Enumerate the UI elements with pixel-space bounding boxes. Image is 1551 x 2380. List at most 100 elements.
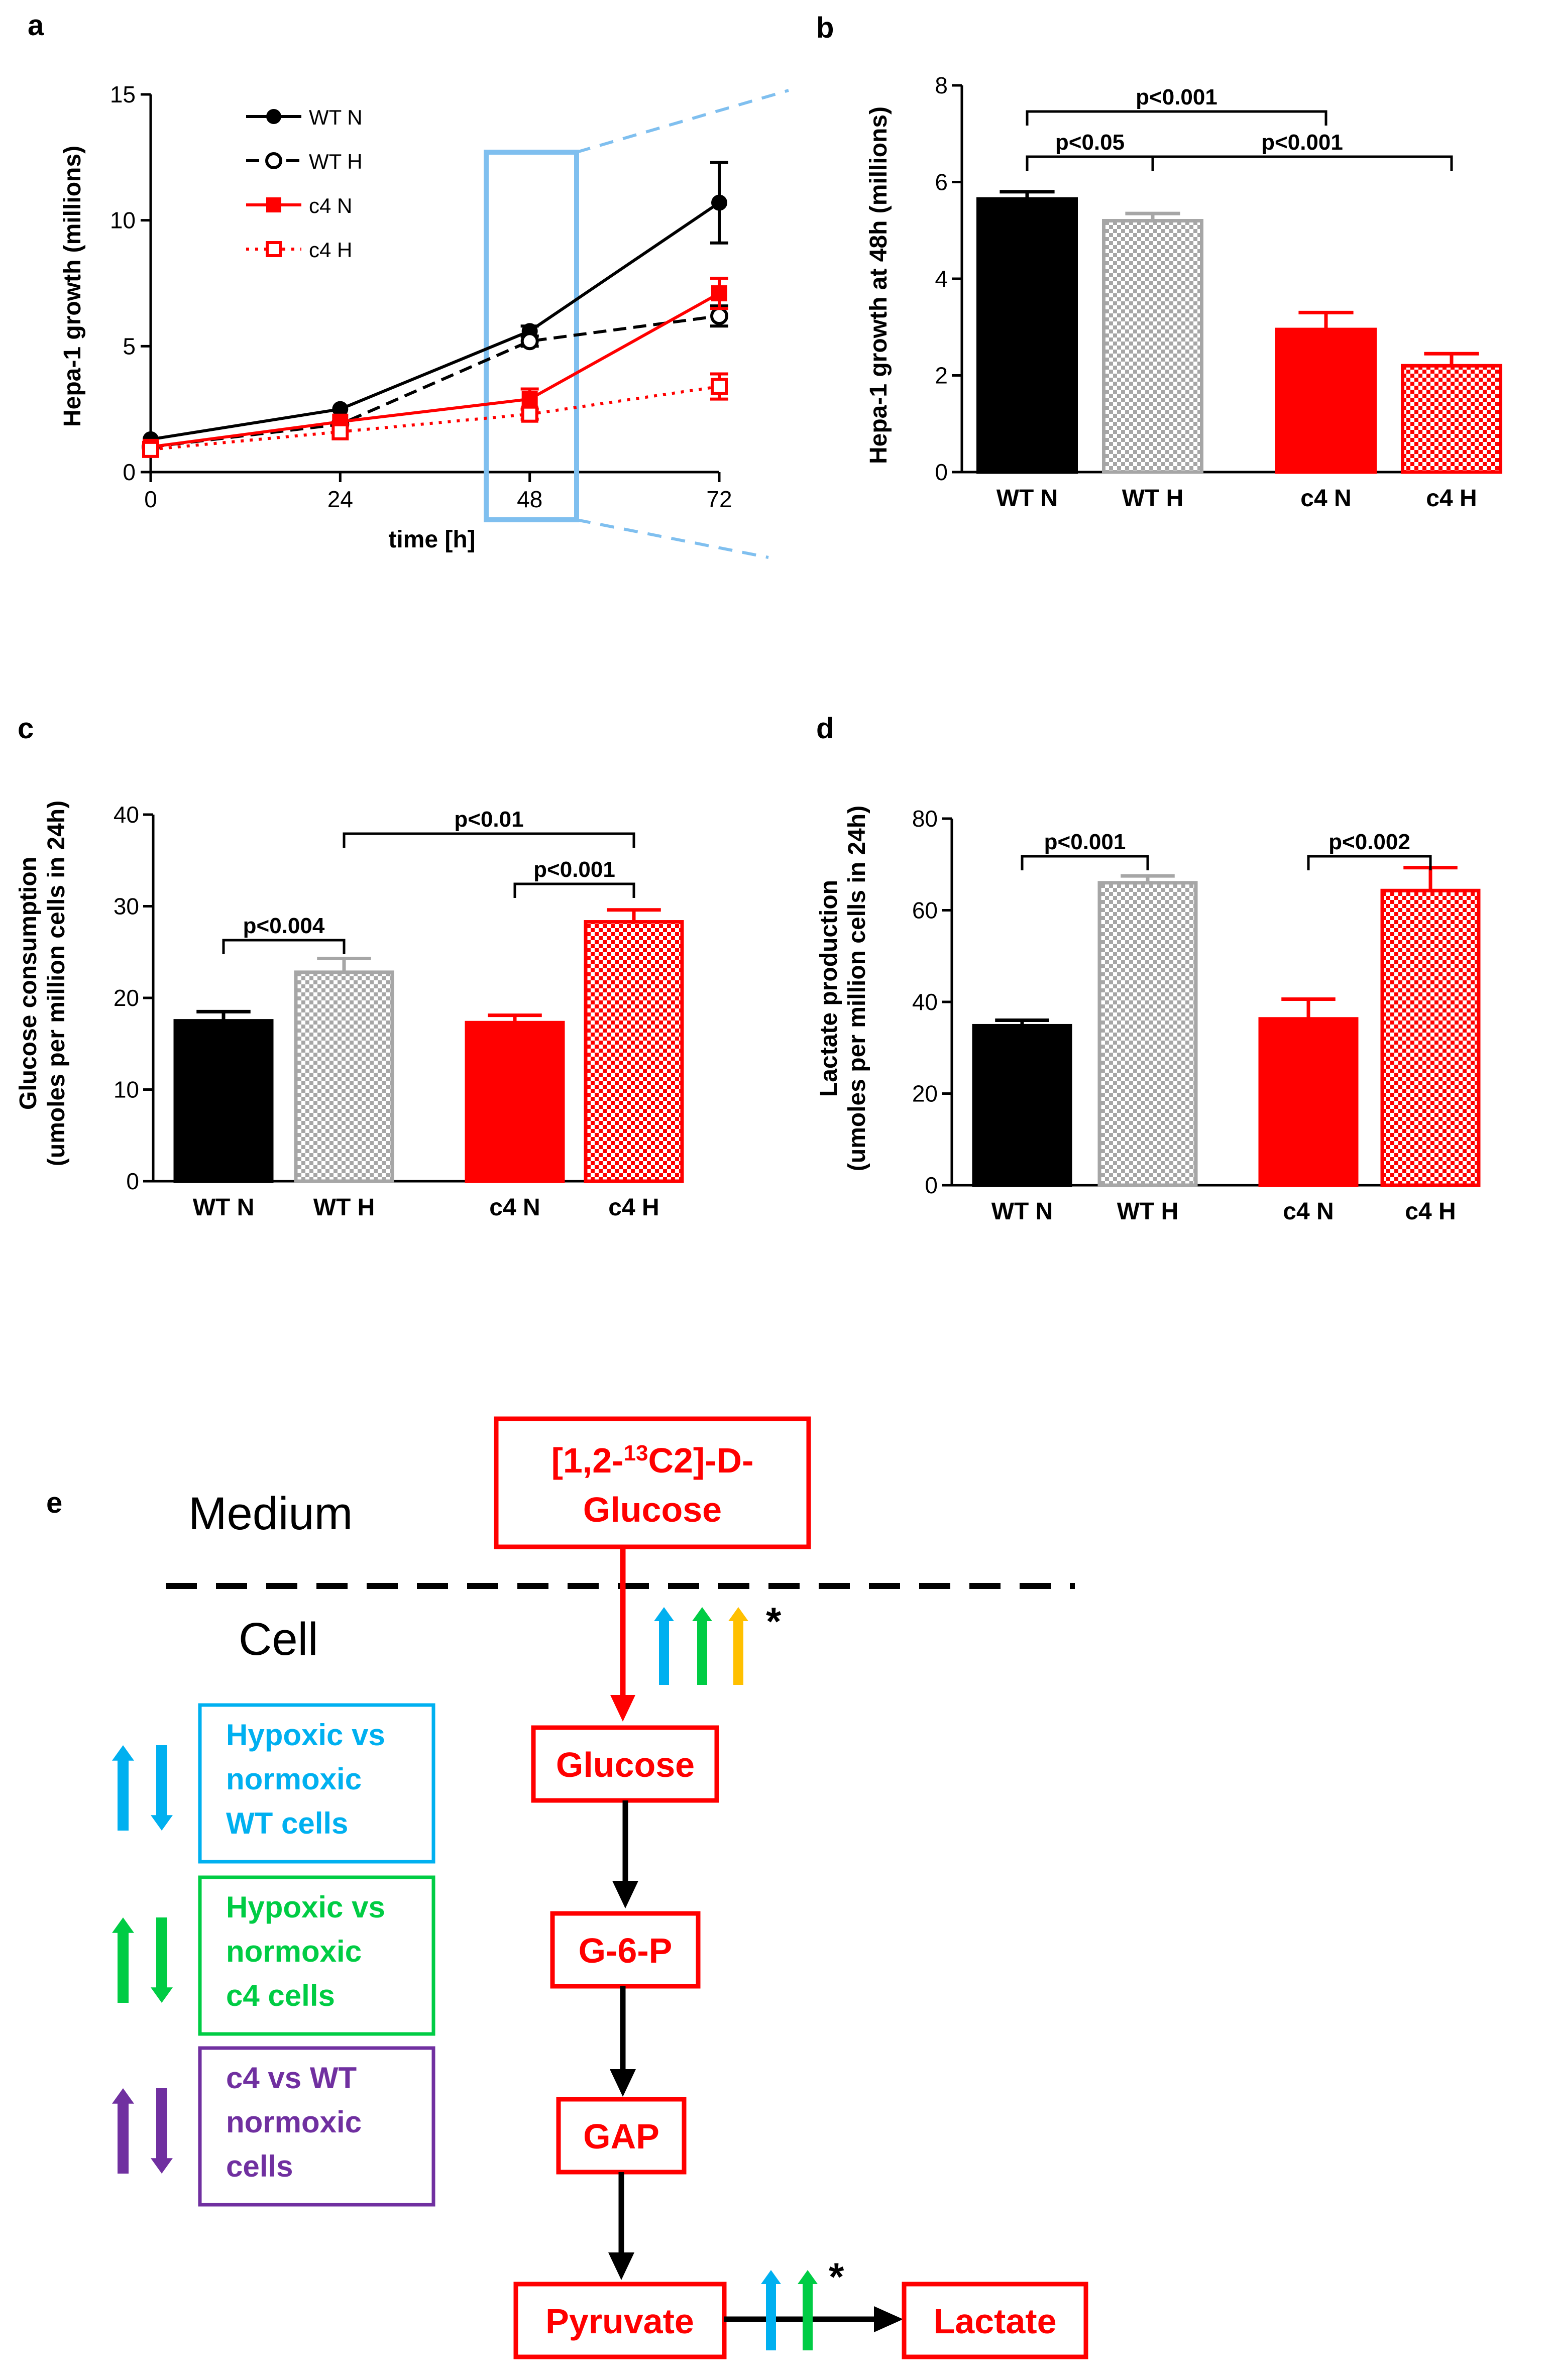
up-arrow-head (112, 1917, 134, 1933)
svg-text:Lactate: Lactate (933, 2302, 1056, 2341)
panel-a-point (331, 423, 349, 440)
bar-rect (465, 1021, 565, 1183)
panel-a-x-tick-label: 72 (706, 486, 732, 512)
uptake-change-indicators (654, 1607, 748, 1685)
panel-label-d: d (816, 712, 834, 745)
bar-rect (1380, 888, 1481, 1187)
y-tick-label: 30 (114, 893, 139, 920)
uptake-up-arrow (654, 1607, 674, 1685)
category-label: WT N (991, 1198, 1053, 1225)
legend-text-line: cells (226, 2149, 293, 2183)
panel-label-e: e (46, 1487, 62, 1519)
category-label: WT H (1117, 1198, 1179, 1225)
category-label: c4 H (608, 1194, 659, 1221)
panel-a-x-tick-label: 0 (144, 486, 157, 512)
p-value-label: p<0.004 (243, 914, 325, 938)
labeled-glucose-line2: Glucose (583, 1490, 722, 1529)
panel-a-line-chart: a Hepa-1 growth (millions) time [h] 0 5 10… (28, 9, 789, 559)
cell-label: Cell (239, 1614, 318, 1665)
panel-c-y-axis-label-line1: Glucose consumption (15, 857, 42, 1110)
legend-text-line: normoxic (226, 1935, 362, 1968)
significance-bracket: p<0.05 (1026, 130, 1154, 171)
uptake-up-arrow (728, 1607, 748, 1685)
y-tick-label: 80 (912, 806, 938, 832)
y-tick-label: 40 (114, 802, 139, 828)
svg-text:GAP: GAP (583, 2117, 659, 2156)
significance-bracket: p<0.001 (513, 857, 635, 898)
panel-a-point (711, 285, 727, 302)
bracket-line (513, 882, 635, 898)
bar-c4-h (1380, 866, 1481, 1187)
diagram-legend: Hypoxic vs normoxic WT cells Hypoxic vs norm… (112, 1703, 435, 2207)
lactate-change-indicators (761, 2270, 818, 2350)
panel-b-plot: 0 2 4 6 8 WT N WT H c4 N c4 H p<0.001 p<0.05 p<0.00… (935, 72, 1502, 512)
node-pyruvate: Pyruvate (513, 2282, 727, 2359)
bracket-line (222, 939, 346, 954)
bar-wt-h (294, 957, 394, 1183)
up-arrow-head (112, 2088, 134, 2104)
y-tick-label: 40 (912, 989, 938, 1015)
panel-d-plot: 0 20 40 60 80 WT N WT H c4 N c4 H p<0.001 p<0.002 (912, 806, 1481, 1225)
bar-rect (294, 970, 394, 1183)
panel-e-pathway-diagram: e Medium Cell [1,2-13C2]-D- Glucose * Gl… (46, 1416, 1088, 2359)
bracket-line (343, 832, 635, 848)
panel-a-axes: 0 5 10 15 0 24 48 72 (110, 81, 732, 512)
y-tick-label: 4 (935, 266, 948, 292)
panel-a-y-tick-label: 5 (123, 333, 136, 359)
y-tick-label: 0 (925, 1172, 938, 1198)
panel-a-legend-label: c4 N (309, 194, 352, 217)
panel-a-legend-label: WT N (309, 105, 363, 129)
category-label: c4 H (1405, 1198, 1456, 1225)
panel-a-series (142, 161, 728, 458)
panel-a-legend-marker (265, 152, 282, 169)
significance-bracket: p<0.001 (1026, 85, 1327, 126)
bar-rect (1275, 327, 1377, 474)
node-gap: GAP (556, 2097, 687, 2175)
panel-a-point (332, 401, 349, 417)
bracket-line (1026, 155, 1154, 171)
legend-up-down-arrows (112, 2088, 173, 2174)
up-arrow-head (692, 1607, 712, 1621)
panel-a-y-axis-label: Hepa-1 growth (millions) (59, 146, 86, 427)
category-label: c4 N (1283, 1198, 1334, 1225)
bar-rect (976, 197, 1078, 474)
significance-bracket: p<0.001 (1151, 130, 1453, 171)
down-arrow-head (151, 1987, 173, 2003)
up-arrow-head (112, 1745, 134, 1761)
panel-b-y-axis-label: Hepa-1 growth at 48h (millions) (865, 106, 892, 464)
y-tick-label: 0 (126, 1168, 139, 1194)
panel-a-point (521, 405, 538, 423)
legend-text-line: normoxic (226, 1762, 362, 1796)
p-value-label: p<0.01 (454, 807, 523, 832)
panel-a-point (520, 332, 539, 351)
svg-text:Pyruvate: Pyruvate (545, 2302, 694, 2341)
svg-text:G-6-P: G-6-P (579, 1931, 673, 1970)
down-arrow-head (151, 2158, 173, 2174)
category-label: WT H (313, 1194, 375, 1221)
panel-a-legend-marker (266, 241, 282, 257)
arrow-g6p-to-gap (610, 1986, 636, 2097)
panel-a-point (711, 194, 727, 211)
bracket-line (1307, 855, 1432, 870)
bar-c4-n (465, 1013, 565, 1183)
panel-a-series-line (150, 385, 720, 451)
lactate-up-arrow (798, 2270, 818, 2350)
panel-label-a: a (28, 9, 44, 42)
bar-rect (972, 1024, 1072, 1187)
panel-a-legend-marker (266, 197, 281, 212)
bar-c4-n (1258, 997, 1359, 1187)
bar-rect (1401, 364, 1502, 474)
panel-a-legend-item: WT H (246, 150, 363, 173)
significance-bracket: p<0.002 (1307, 830, 1432, 870)
panel-d-y-axis-label-line1: Lactate production (816, 880, 842, 1097)
labeled-glucose-line1: [1,2-13C2]-D- (551, 1441, 754, 1481)
panel-a-point (142, 440, 159, 458)
legend-box (198, 1703, 435, 1864)
legend-text-line: normoxic (226, 2105, 362, 2139)
panel-d-y-axis-label-line2: (umoles per million cells in 24h) (844, 806, 870, 1171)
p-value-label: p<0.001 (1261, 130, 1343, 155)
legend-item-2: Hypoxic vs normoxic c4 cells (112, 1875, 435, 2036)
legend-text-line: c4 vs WT (226, 2061, 357, 2095)
panel-a-series-c4-h (142, 372, 728, 458)
